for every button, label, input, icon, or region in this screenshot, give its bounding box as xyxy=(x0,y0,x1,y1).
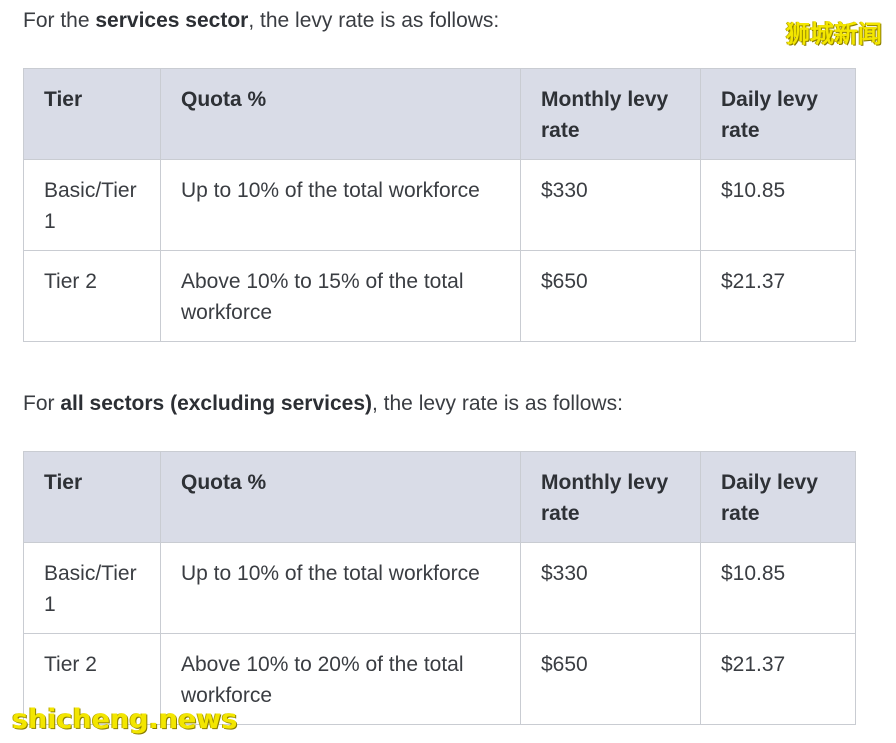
cell-quota: Above 10% to 15% of the total workforce xyxy=(160,250,521,342)
intro-text: For the xyxy=(23,9,96,32)
header-tier: Tier xyxy=(23,68,161,160)
cell-daily: $21.37 xyxy=(700,633,856,725)
table-header-row: Tier Quota % Monthly levy rate Daily lev… xyxy=(23,68,856,160)
header-monthly-levy: Monthly levy rate xyxy=(520,68,701,160)
header-quota: Quota % xyxy=(160,451,521,543)
header-daily-levy: Daily levy rate xyxy=(700,68,856,160)
cell-quota: Up to 10% of the total workforce xyxy=(160,159,521,251)
cell-tier: Tier 2 xyxy=(23,250,161,342)
table-row: Tier 2 Above 10% to 20% of the total wor… xyxy=(23,633,856,725)
header-monthly-levy: Monthly levy rate xyxy=(520,451,701,543)
header-daily-levy: Daily levy rate xyxy=(700,451,856,543)
watermark-chinese: 狮城新闻 xyxy=(786,20,882,48)
intro-all-sectors: For all sectors (excluding services), th… xyxy=(23,389,623,419)
cell-monthly: $330 xyxy=(520,159,701,251)
intro-services-sector: For the services sector, the levy rate i… xyxy=(23,6,499,36)
services-levy-table: Tier Quota % Monthly levy rate Daily lev… xyxy=(23,68,856,342)
cell-monthly: $650 xyxy=(520,633,701,725)
watermark-site: shicheng.news xyxy=(12,704,238,735)
all-sectors-levy-table: Tier Quota % Monthly levy rate Daily lev… xyxy=(23,451,856,725)
intro-text: , the levy rate is as follows: xyxy=(248,9,500,32)
intro-text: For xyxy=(23,392,61,415)
intro-bold-text: all sectors (excluding services) xyxy=(60,392,372,415)
cell-daily: $10.85 xyxy=(700,542,856,634)
intro-text: , the levy rate is as follows: xyxy=(372,392,623,415)
cell-tier: Tier 2 xyxy=(23,633,161,725)
cell-tier: Basic/Tier 1 xyxy=(23,542,161,634)
header-quota: Quota % xyxy=(160,68,521,160)
cell-monthly: $650 xyxy=(520,250,701,342)
cell-tier: Basic/Tier 1 xyxy=(23,159,161,251)
header-tier: Tier xyxy=(23,451,161,543)
table-row: Tier 2 Above 10% to 15% of the total wor… xyxy=(23,250,856,342)
table-row: Basic/Tier 1 Up to 10% of the total work… xyxy=(23,542,856,634)
table-header-row: Tier Quota % Monthly levy rate Daily lev… xyxy=(23,451,856,543)
cell-quota: Up to 10% of the total workforce xyxy=(160,542,521,634)
table-row: Basic/Tier 1 Up to 10% of the total work… xyxy=(23,159,856,251)
cell-monthly: $330 xyxy=(520,542,701,634)
cell-daily: $10.85 xyxy=(700,159,856,251)
cell-daily: $21.37 xyxy=(700,250,856,342)
intro-bold-text: services sector xyxy=(95,9,249,32)
